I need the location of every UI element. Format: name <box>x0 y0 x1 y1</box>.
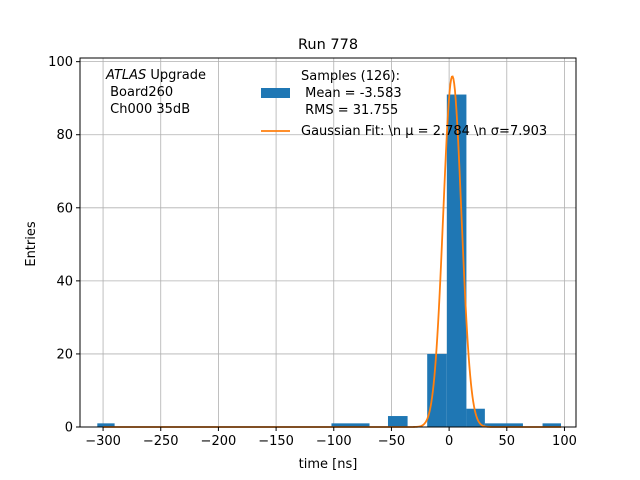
annotation-line-2: Board260 <box>106 85 173 100</box>
y-tick-label: 40 <box>56 274 73 289</box>
y-tick-label: 100 <box>48 55 73 70</box>
histogram-bar <box>542 423 562 427</box>
x-tick-label: −250 <box>143 434 179 449</box>
y-tick-label: 60 <box>56 201 73 216</box>
y-tick-label: 0 <box>65 421 73 436</box>
annotation-line-1: ATLAS Upgrade <box>105 68 206 83</box>
legend-hist-swatch <box>261 88 290 98</box>
y-tick-label: 80 <box>56 128 73 143</box>
x-tick-label: −50 <box>378 434 405 449</box>
annotation-line-3: Ch000 35dB <box>106 102 190 117</box>
x-tick-label: −300 <box>85 434 121 449</box>
legend-hist-line-3: RMS = 31.755 <box>301 103 398 118</box>
legend-hist-line-1: Samples (126): <box>301 69 400 84</box>
histogram-bar <box>97 423 115 427</box>
y-axis-label: Entries <box>24 221 39 267</box>
atlas-annotation: ATLAS Upgrade Board260 Ch000 35dB <box>105 68 206 117</box>
x-axis-label: time [ns] <box>299 457 358 472</box>
x-tick-label: 100 <box>552 434 577 449</box>
histogram-bar <box>331 423 370 427</box>
legend-hist-line-2: Mean = -3.583 <box>301 86 402 101</box>
histogram-bar <box>427 353 447 427</box>
annotation-upgrade: Upgrade <box>146 68 206 83</box>
x-tick-label: −150 <box>258 434 294 449</box>
y-axis-ticks: 0 20 40 60 80 100 <box>48 55 80 436</box>
chart-title: Run 778 <box>298 37 358 53</box>
legend: Samples (126): Mean = -3.583 RMS = 31.75… <box>261 69 547 139</box>
plot-frame <box>79 57 577 428</box>
histogram-bars <box>97 94 562 427</box>
x-tick-label: 0 <box>445 434 453 449</box>
histogram-bar <box>446 94 467 427</box>
x-tick-label: 50 <box>499 434 516 449</box>
x-tick-label: −100 <box>316 434 352 449</box>
histogram-bar <box>387 416 408 427</box>
x-tick-label: −200 <box>201 434 237 449</box>
legend-fit-label: Gaussian Fit: \n μ = 2.784 \n σ=7.903 <box>301 124 547 139</box>
x-axis-ticks: −300 −250 −200 −150 −100 −50 0 50 100 <box>85 427 577 449</box>
histogram-bar <box>484 423 523 427</box>
y-tick-label: 20 <box>56 347 73 362</box>
annotation-italic: ATLAS <box>105 68 146 83</box>
